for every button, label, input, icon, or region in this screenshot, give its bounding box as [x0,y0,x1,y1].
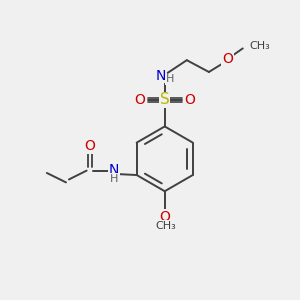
Text: H: H [166,74,174,84]
Text: N: N [109,163,119,177]
Text: O: O [222,52,233,66]
Text: CH₃: CH₃ [155,221,176,231]
Text: CH₃: CH₃ [250,41,271,51]
Text: O: O [134,93,145,107]
Text: O: O [159,210,170,224]
Text: S: S [160,92,169,107]
Text: H: H [110,174,118,184]
Text: O: O [84,139,95,153]
Text: O: O [184,93,195,107]
Text: N: N [155,68,166,83]
